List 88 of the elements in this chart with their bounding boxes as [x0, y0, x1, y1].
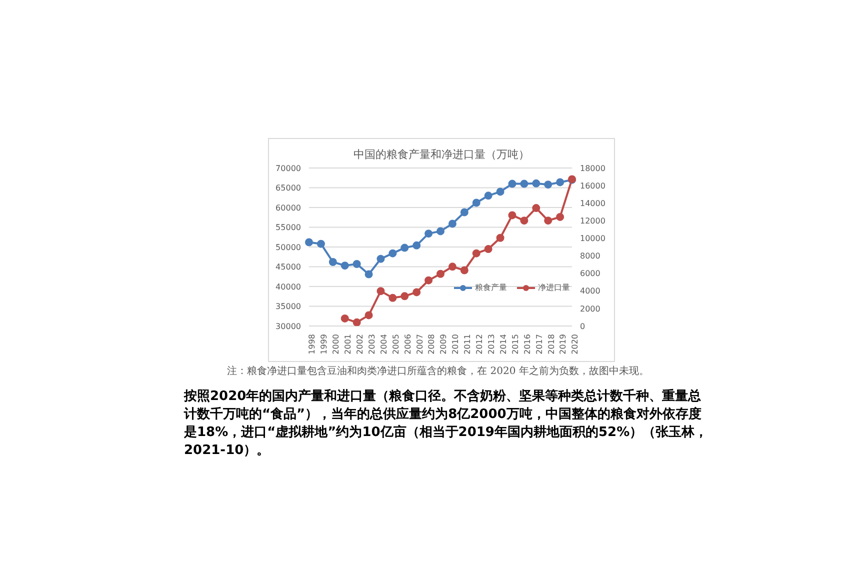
- y2-tick-label: 18000: [580, 164, 606, 173]
- point: [364, 270, 373, 278]
- point: [448, 262, 456, 271]
- y2-tick-label: 2000: [580, 304, 600, 314]
- point: [340, 314, 349, 322]
- point: [388, 249, 397, 258]
- point: [484, 192, 492, 200]
- point: [460, 266, 468, 274]
- y2-tick-label: 6000: [580, 269, 600, 278]
- legend-label: 净进口量: [537, 282, 570, 293]
- x-tick-label: 2018: [546, 334, 556, 354]
- point: [328, 258, 337, 266]
- x-tick-label: 2011: [463, 334, 472, 354]
- point: [496, 234, 504, 242]
- y-tick-label: 30000: [276, 322, 301, 331]
- x-tick-label: 2019: [558, 334, 568, 354]
- point: [532, 179, 540, 188]
- y2-tick-label: 0: [580, 322, 586, 331]
- y-tick-label: 50000: [276, 242, 301, 252]
- x-tick-label: 2010: [451, 334, 460, 354]
- x-tick-label: 2006: [403, 334, 412, 354]
- x-tick-label: 2013: [487, 334, 496, 354]
- point: [436, 270, 444, 278]
- y-tick-label: 70000: [276, 164, 301, 173]
- point: [400, 292, 409, 300]
- point: [424, 230, 433, 238]
- x-tick-label: 2008: [427, 334, 436, 354]
- point: [424, 276, 433, 284]
- point: [376, 287, 385, 296]
- point: [352, 318, 361, 326]
- point: [544, 216, 552, 225]
- point: [364, 311, 373, 320]
- y-tick-label: 55000: [276, 223, 301, 232]
- y-tick-label: 40000: [276, 282, 301, 292]
- legend-label: 粮食产量: [474, 282, 507, 293]
- text: 注：粮食净进口量包含豆油和肉类净进口所蕴含的粮食，在 2020 年之前为负数，故图中未现。: [226, 364, 650, 378]
- point: [472, 249, 480, 258]
- x-tick-label: 2005: [391, 334, 400, 354]
- point: [388, 294, 397, 302]
- point: [305, 238, 313, 246]
- x-tick-label: 2020: [570, 334, 580, 354]
- point: [532, 204, 540, 212]
- point: [436, 227, 444, 236]
- x-tick-label: 2016: [522, 334, 532, 354]
- point: [556, 178, 564, 186]
- point: [508, 211, 516, 220]
- point: [496, 188, 504, 196]
- y-tick-label: 35000: [276, 302, 301, 312]
- point: [412, 288, 421, 296]
- point: [520, 216, 528, 225]
- point: [376, 254, 385, 263]
- point: [460, 208, 468, 216]
- y2-tick-label: 8000: [580, 252, 600, 261]
- point: [400, 244, 409, 252]
- y-tick-label: 60000: [276, 203, 301, 212]
- y2-tick-label: 16000: [580, 181, 606, 190]
- y-tick-label: 65000: [276, 184, 301, 193]
- x-tick-label: 2007: [415, 334, 424, 354]
- y2-tick-label: 14000: [580, 198, 606, 208]
- point: [472, 198, 480, 207]
- text: 按照2020年的国内产量和进口量（粮食口径。不含奶粉、坚果等种类总计数千种、重量总计数千万吨的“食品”），当年的总供应量约为8亿2000万吨，中国整体的粮食对外依存度是18%，进口“虚拟耕地”约为10亿亩（相当于2019年国内耕地面积的52%）（张玉林，2021-10）。: [184, 388, 709, 460]
- y2-tick-label: 10000: [580, 234, 606, 244]
- x-tick-label: 2001: [344, 334, 353, 354]
- x-tick-label: 2002: [356, 334, 364, 354]
- point: [412, 241, 421, 250]
- y-tick-label: 45000: [276, 262, 301, 272]
- point: [340, 262, 349, 270]
- chart-title: 中国的粮食产量和净进口量（万吨）: [352, 147, 530, 162]
- point: [556, 212, 564, 221]
- x-tick-label: 2009: [439, 334, 448, 354]
- point: [484, 245, 492, 254]
- x-tick-label: 2012: [475, 334, 484, 354]
- x-tick-label: 1998: [308, 334, 317, 354]
- point: [520, 180, 528, 188]
- y2-tick-label: 12000: [580, 216, 606, 226]
- point: [448, 220, 456, 228]
- x-tick-label: 2004: [379, 334, 388, 354]
- x-tick-label: 1999: [320, 334, 329, 354]
- point: [544, 180, 552, 189]
- x-tick-label: 2000: [332, 334, 341, 354]
- x-tick-label: 2015: [510, 334, 520, 354]
- point: [508, 180, 516, 188]
- y2-tick-label: 4000: [580, 286, 600, 296]
- point: [316, 240, 325, 248]
- point: [352, 260, 361, 268]
- x-tick-label: 2014: [498, 334, 508, 354]
- x-tick-label: 2003: [367, 334, 376, 354]
- x-tick-label: 2017: [534, 334, 544, 354]
